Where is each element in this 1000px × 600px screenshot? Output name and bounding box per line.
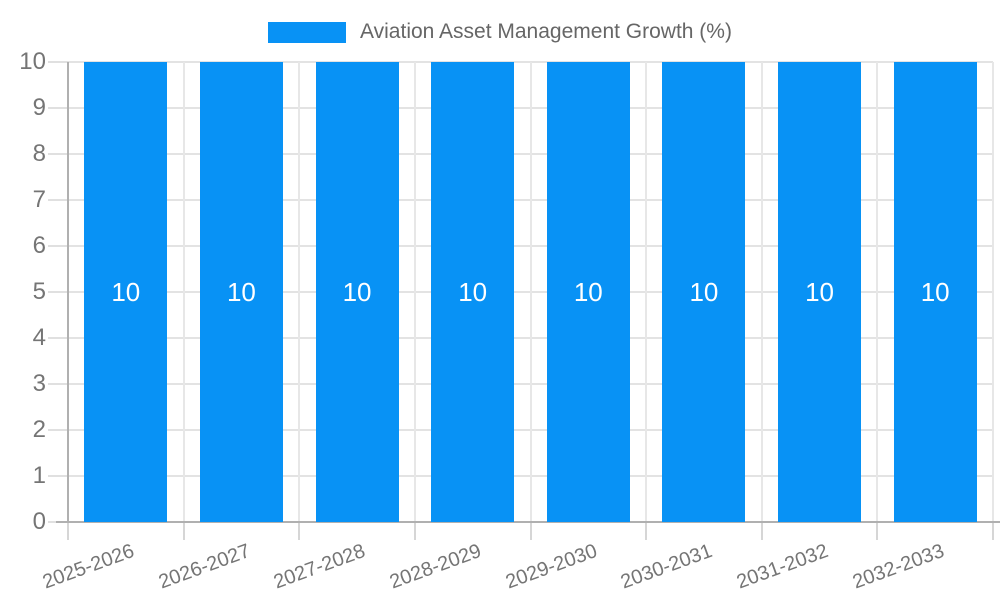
bar: 10 (84, 62, 168, 522)
y-tick-mark (48, 153, 68, 155)
legend-swatch (268, 21, 347, 43)
x-tick-mark (760, 522, 763, 540)
x-tick-label: 2028-2029 (386, 540, 485, 594)
y-tick-label: 2 (32, 416, 46, 443)
x-tick-mark (529, 522, 532, 540)
y-tick-label: 6 (32, 232, 46, 259)
x-tick-label: 2025-2026 (39, 540, 138, 594)
x-tick-mark (182, 522, 185, 540)
bar-value-label: 10 (920, 276, 950, 307)
y-tick-mark (48, 61, 68, 63)
x-grid-line (529, 62, 532, 522)
y-tick-mark (48, 429, 68, 431)
x-tick-mark (298, 522, 301, 540)
x-tick-label: 2031-2032 (733, 540, 832, 594)
x-tick-mark (67, 522, 69, 540)
x-tick-label: 2029-2030 (502, 540, 600, 594)
x-tick-mark (413, 522, 416, 540)
bar: 10 (431, 62, 515, 522)
x-tick-mark (876, 522, 879, 540)
x-tick-label: 2032-2033 (849, 540, 947, 594)
y-tick-mark (48, 199, 68, 201)
x-grid-line (760, 62, 763, 522)
bar: 10 (546, 62, 630, 522)
y-tick-label: 1 (32, 462, 46, 489)
y-tick-label: 8 (32, 140, 46, 167)
bar: 10 (893, 62, 977, 522)
bar-value-label: 10 (805, 276, 835, 307)
bar-value-label: 10 (689, 276, 719, 307)
y-tick-mark (48, 337, 68, 339)
y-tick-mark (48, 291, 68, 293)
bar-value-label: 10 (226, 276, 256, 307)
bar-value-label: 10 (342, 276, 372, 307)
y-tick-mark (48, 383, 68, 385)
y-tick-label: 4 (32, 324, 46, 351)
x-axis-line (56, 521, 1000, 523)
x-grid-line (645, 62, 648, 522)
x-tick-label: 2026-2027 (155, 540, 253, 594)
x-tick-mark (992, 522, 994, 540)
x-grid-line (413, 62, 416, 522)
x-grid-line (182, 62, 185, 522)
y-tick-mark (48, 475, 68, 477)
y-tick-label: 9 (32, 94, 46, 121)
x-tick-label: 2030-2031 (618, 540, 716, 594)
y-tick-mark (48, 107, 68, 109)
y-tick-label: 5 (32, 278, 46, 305)
bar: 10 (199, 62, 283, 522)
x-grid-line (298, 62, 301, 522)
bar: 10 (778, 62, 862, 522)
bar-value-label: 10 (458, 276, 488, 307)
bar-value-label: 10 (111, 276, 141, 307)
bar: 10 (315, 62, 399, 522)
y-tick-label: 0 (32, 508, 46, 535)
y-tick-label: 10 (19, 48, 46, 75)
bar: 10 (662, 62, 746, 522)
y-tick-label: 7 (32, 186, 46, 213)
y-tick-label: 3 (32, 370, 46, 397)
legend-label: Aviation Asset Management Growth (%) (360, 20, 732, 43)
y-axis-line (67, 62, 69, 522)
y-tick-mark (48, 245, 68, 247)
bar-value-label: 10 (573, 276, 603, 307)
x-grid-line (876, 62, 879, 522)
x-tick-label: 2027-2028 (271, 540, 369, 594)
x-tick-mark (645, 522, 648, 540)
x-grid-line (992, 62, 994, 522)
legend[interactable]: Aviation Asset Management Growth (%) (0, 18, 1000, 46)
